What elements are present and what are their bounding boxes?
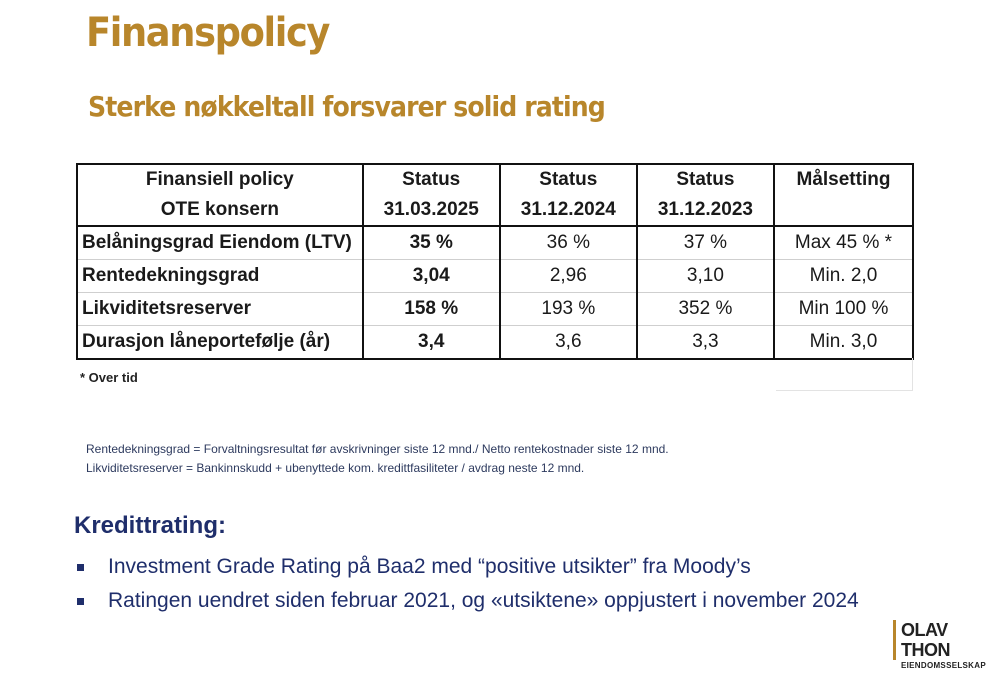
table-cell: 3,10 <box>635 259 774 293</box>
header-line <box>775 195 912 225</box>
table-row: Likviditetsreserver 158 % 193 % 352 % Mi… <box>78 292 912 326</box>
page-title: Finanspolicy <box>86 10 330 56</box>
table-cell: Min. 3,0 <box>772 325 912 358</box>
table-cell: 158 % <box>361 292 500 326</box>
header-line: Finansiell policy <box>145 169 294 190</box>
table-cell: 35 % <box>361 226 500 260</box>
bullet-text: Ratingen uendret siden februar 2021, og … <box>108 589 859 612</box>
header-line: Status <box>402 169 461 190</box>
table-header-row: Finansiell policy OTE konsern Status 31.… <box>78 165 912 227</box>
table-cell: 36 % <box>498 226 637 260</box>
header-cell: Status 31.03.2025 <box>361 165 500 227</box>
header-cell: Finansiell policy OTE konsern <box>78 165 363 227</box>
row-label: Durasjon låneportefølje (år) <box>78 325 363 358</box>
bullet-text: Investment Grade Rating på Baa2 med “pos… <box>108 555 751 578</box>
header-line: 31.03.2025 <box>383 199 479 220</box>
empty-cell-box <box>776 358 913 391</box>
table-cell: 2,96 <box>498 259 637 293</box>
table-cell: 352 % <box>635 292 774 326</box>
header-cell: Målsetting <box>772 165 912 227</box>
logo-main-text: OLAV THON <box>901 620 951 660</box>
header-line: OTE konsern <box>160 199 279 220</box>
definition-line: Rentedekningsgrad = Forvaltningsresultat… <box>86 442 669 456</box>
row-label: Likviditetsreserver <box>78 292 363 326</box>
header-cell: Status 31.12.2024 <box>498 165 637 227</box>
table-cell: Max 45 % * <box>772 226 912 260</box>
list-item: Ratingen uendret siden februar 2021, og … <box>74 584 859 618</box>
table-cell: 3,4 <box>361 325 500 358</box>
header-cell: Status 31.12.2023 <box>635 165 774 227</box>
table-cell: 3,04 <box>361 259 500 293</box>
square-bullet-icon <box>77 597 84 605</box>
table-cell: Min 100 % <box>772 292 912 326</box>
policy-table: Finansiell policy OTE konsern Status 31.… <box>76 163 914 360</box>
header-line: 31.12.2024 <box>520 199 616 220</box>
table-cell: 3,6 <box>498 325 637 358</box>
logo-sub-text: EIENDOMSSELSKAP <box>901 661 986 670</box>
company-logo: OLAV THON EIENDOMSSELSKAP <box>893 620 986 670</box>
list-item: Investment Grade Rating på Baa2 med “pos… <box>74 550 859 584</box>
table-row: Belåningsgrad Eiendom (LTV) 35 % 36 % 37… <box>78 226 912 260</box>
table-cell: Min. 2,0 <box>772 259 912 293</box>
header-line: 31.12.2023 <box>657 199 753 220</box>
table-row: Durasjon låneportefølje (år) 3,4 3,6 3,3… <box>78 325 912 358</box>
page-subtitle: Sterke nøkkeltall forsvarer solid rating <box>88 90 606 123</box>
square-bullet-icon <box>77 563 84 571</box>
table-cell: 37 % <box>635 226 774 260</box>
table-cell: 3,3 <box>635 325 774 358</box>
definitions: Rentedekningsgrad = Forvaltningsresultat… <box>86 440 669 478</box>
header-line: Status <box>539 169 598 190</box>
header-line: Status <box>676 169 735 190</box>
header-line: Målsetting <box>796 169 891 190</box>
kredittrating-heading: Kredittrating: <box>74 512 226 539</box>
row-label: Rentedekningsgrad <box>78 259 363 293</box>
definition-line: Likviditetsreserver = Bankinnskudd + ube… <box>86 461 585 475</box>
table-row: Rentedekningsgrad 3,04 2,96 3,10 Min. 2,… <box>78 259 912 293</box>
kredittrating-list: Investment Grade Rating på Baa2 med “pos… <box>74 550 859 618</box>
row-label: Belåningsgrad Eiendom (LTV) <box>82 232 352 253</box>
footnote: * Over tid <box>80 370 138 385</box>
table-cell: 193 % <box>498 292 637 326</box>
